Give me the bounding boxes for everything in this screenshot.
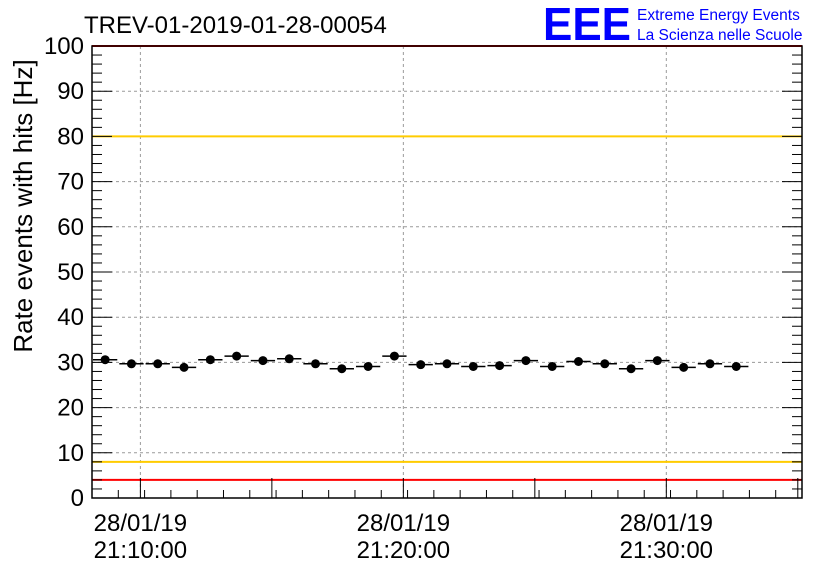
- y-tick-label: 70: [57, 169, 84, 196]
- y-axis-label: Rate events with hits [Hz]: [8, 59, 38, 352]
- data-point: [731, 361, 741, 371]
- data-point: [521, 356, 531, 366]
- data-point: [573, 356, 583, 366]
- y-tick-label: 10: [57, 440, 84, 467]
- data-point: [442, 359, 452, 369]
- y-tick-label: 40: [57, 304, 84, 331]
- axes: [91, 45, 803, 499]
- data-point: [705, 359, 715, 369]
- data-point: [258, 356, 268, 366]
- eee-logo: EEE Extreme Energy Events La Scienza nel…: [543, 0, 802, 50]
- eee-logo-line1: Extreme Energy Events: [637, 7, 800, 24]
- y-tick-label: 80: [57, 123, 84, 150]
- data-point: [652, 356, 662, 366]
- data-point: [600, 359, 610, 369]
- x-tick-label-time: 21:30:00: [620, 537, 713, 564]
- data-point: [311, 359, 321, 369]
- run-title: TREV-01-2019-01-28-00054: [84, 12, 387, 39]
- x-tick-label-time: 21:20:00: [357, 537, 450, 564]
- data-point: [284, 354, 294, 364]
- data-point: [547, 361, 557, 371]
- y-tick-label: 60: [57, 214, 84, 241]
- data-point: [626, 364, 636, 374]
- data-point: [126, 359, 136, 369]
- data-point: [337, 364, 347, 374]
- data-points: [93, 351, 749, 374]
- data-point: [153, 359, 163, 369]
- data-point: [389, 351, 399, 361]
- data-point: [679, 362, 689, 372]
- y-tick-label: 100: [44, 33, 84, 60]
- data-point: [232, 351, 242, 361]
- y-tick-label: 0: [71, 485, 84, 512]
- x-tick-labels: 28/01/1921:10:0028/01/1921:20:0028/01/19…: [94, 510, 713, 564]
- eee-logo-mark: EEE: [543, 0, 631, 50]
- reference-lines: [92, 45, 802, 481]
- y-tick-label: 30: [57, 349, 84, 376]
- data-point: [363, 361, 373, 371]
- data-point: [205, 355, 215, 365]
- eee-logo-line2: La Scienza nelle Scuole: [637, 27, 802, 44]
- grid-lines: [92, 45, 802, 499]
- data-point: [495, 361, 505, 371]
- y-tick-label: 50: [57, 259, 84, 286]
- y-tick-labels: 0 10 20 30 40 50 60 70 80 90 100: [44, 33, 84, 512]
- x-tick-label-date: 28/01/19: [357, 510, 450, 537]
- x-tick-label-date: 28/01/19: [94, 510, 187, 537]
- y-tick-label: 20: [57, 395, 84, 422]
- x-tick-label-date: 28/01/19: [620, 510, 713, 537]
- data-point: [179, 362, 189, 372]
- x-tick-label-time: 21:10:00: [94, 537, 187, 564]
- data-point: [468, 361, 478, 371]
- data-point: [416, 360, 426, 370]
- y-tick-label: 90: [57, 78, 84, 105]
